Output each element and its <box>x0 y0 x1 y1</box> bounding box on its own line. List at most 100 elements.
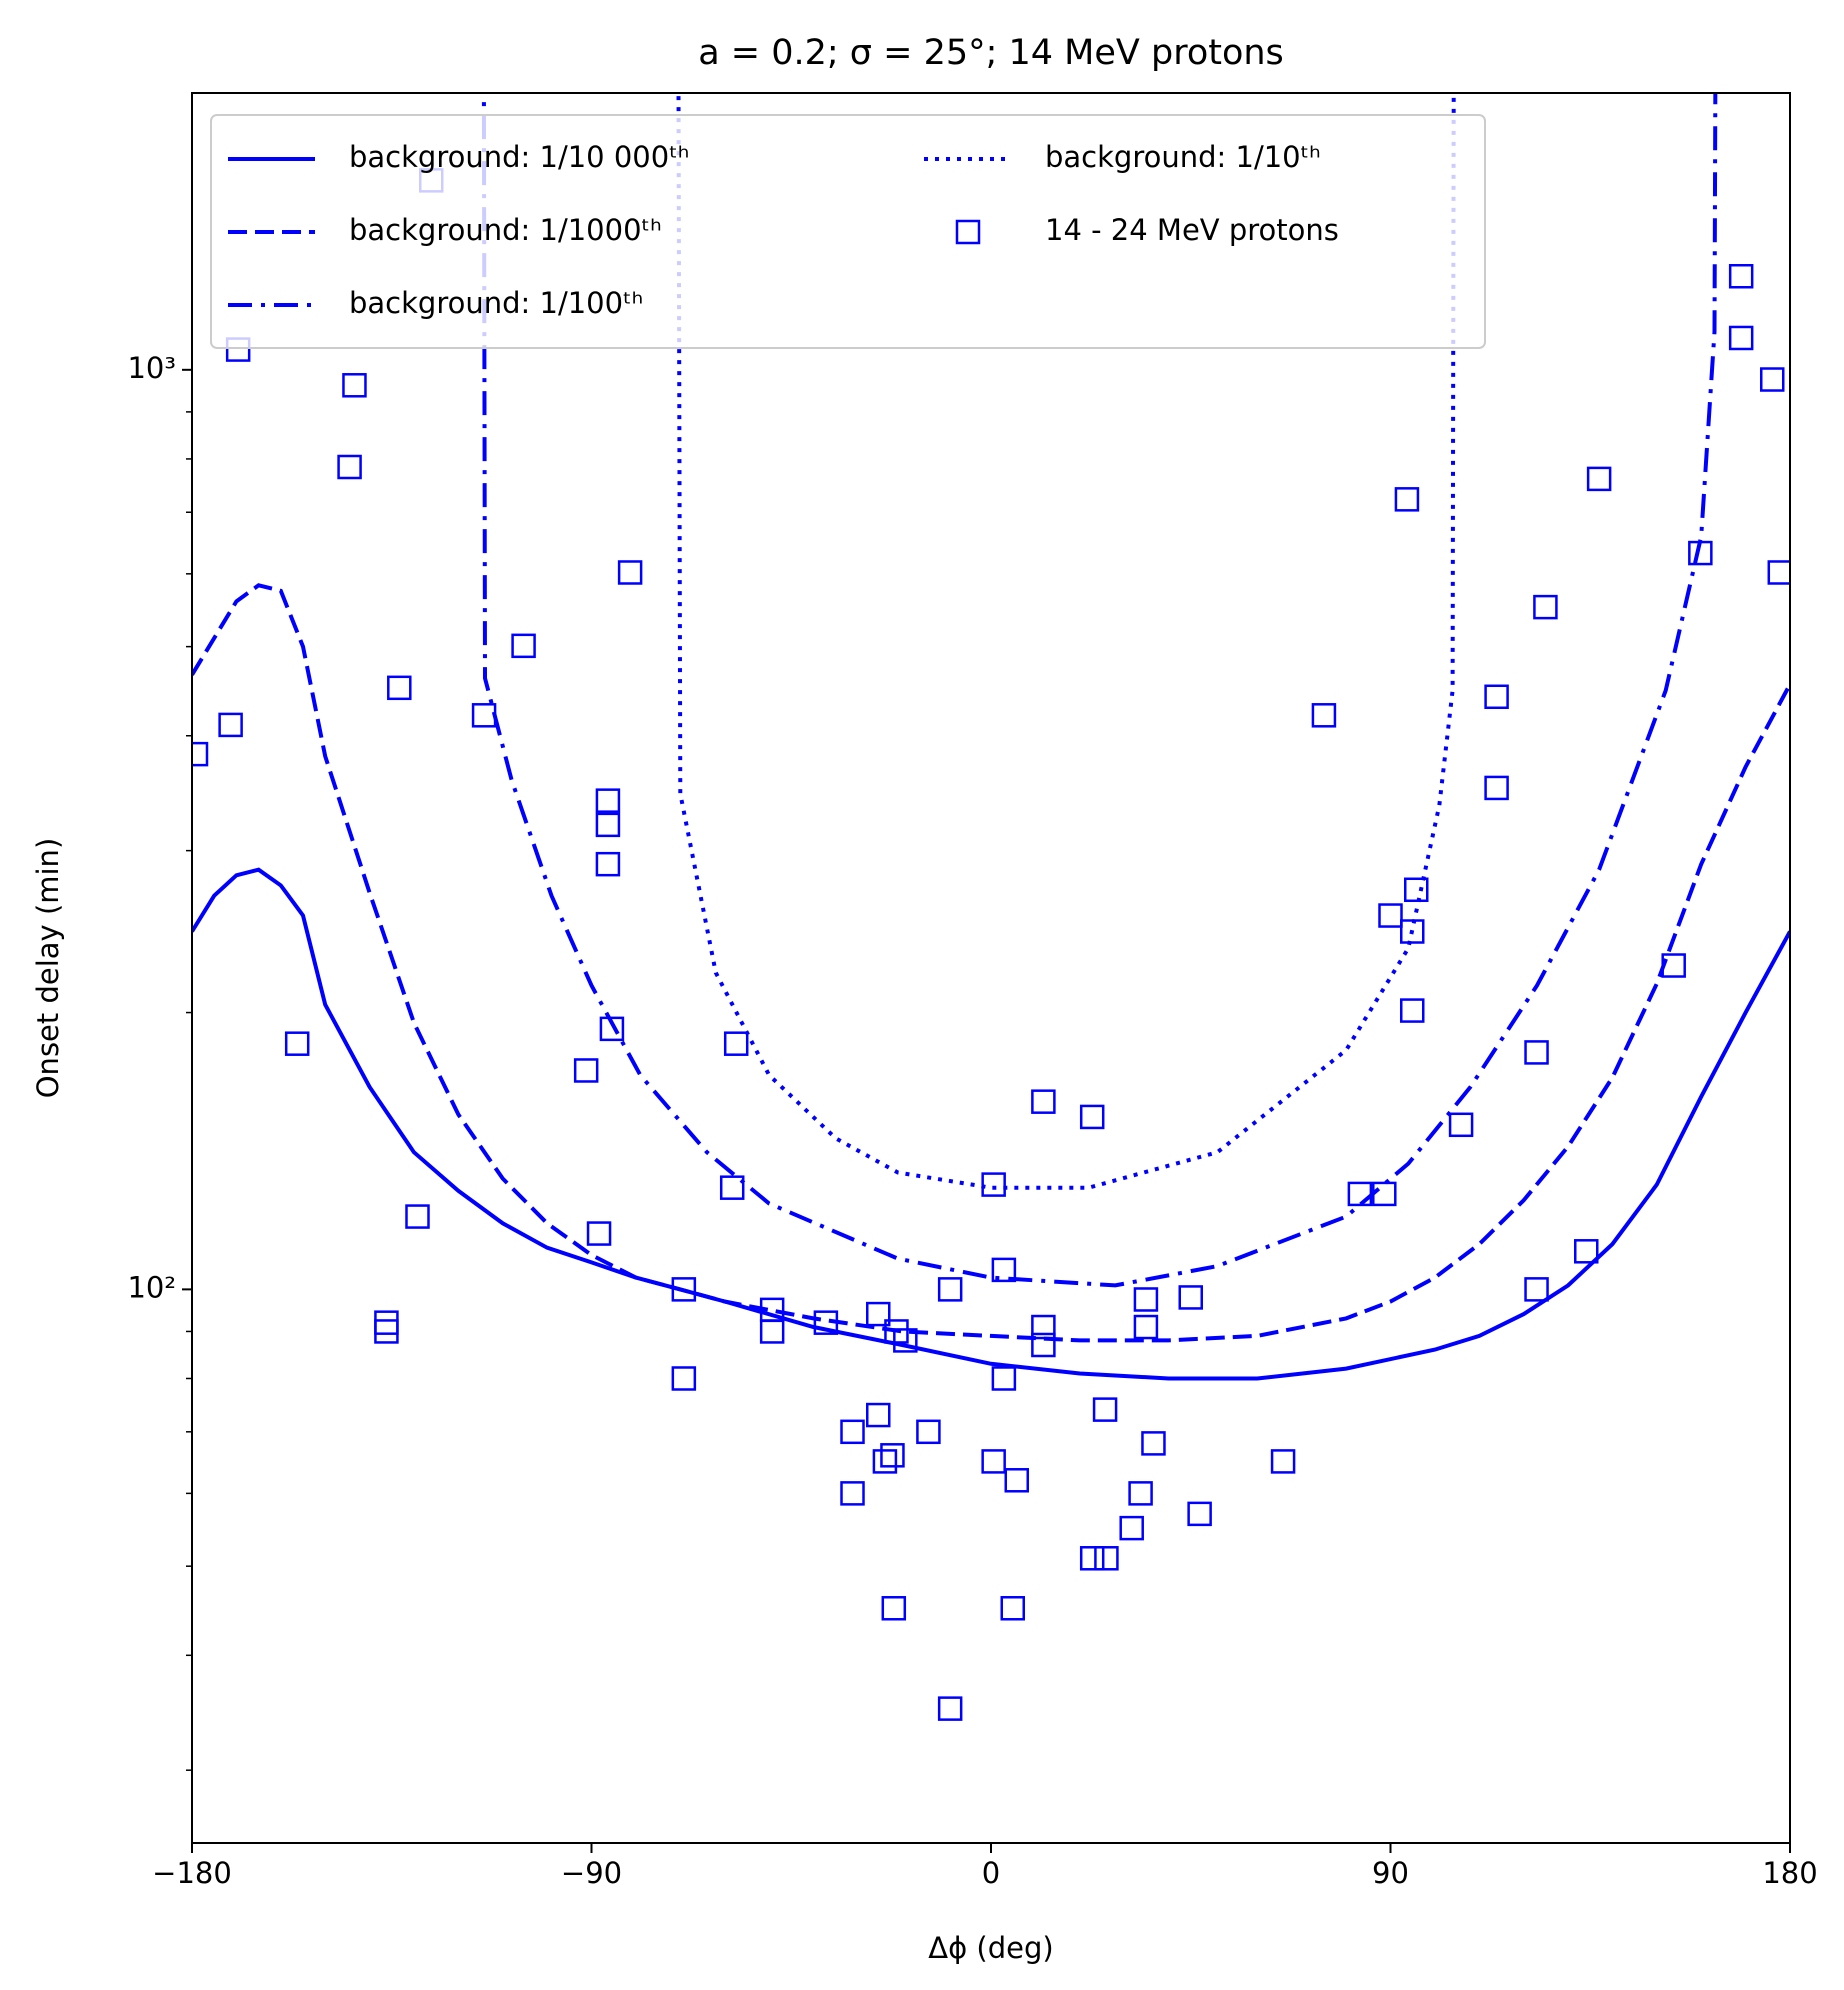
marker <box>1079 1546 1105 1571</box>
marker <box>937 1277 963 1302</box>
marker <box>374 1319 399 1344</box>
axes-frame <box>191 92 1791 1844</box>
legend-label: background: 1/10ᵗʰ <box>1045 140 1321 174</box>
marker <box>511 633 536 659</box>
marker <box>1394 487 1420 512</box>
marker <box>471 703 497 728</box>
marker <box>880 1443 905 1468</box>
legend-frame <box>210 114 1486 349</box>
marker <box>1178 1285 1203 1310</box>
marker <box>1004 1468 1029 1493</box>
legend-label: background: 1/1000ᵗʰ <box>349 213 662 247</box>
marker <box>1484 775 1509 801</box>
x-tick-label: 180 <box>1762 1856 1817 1890</box>
x-tick-label: −180 <box>152 1856 232 1890</box>
marker <box>872 1449 898 1474</box>
y-tick-label: 10³ <box>127 351 176 385</box>
line <box>481 93 1718 1288</box>
marker <box>866 1402 891 1428</box>
marker <box>719 1175 745 1200</box>
legend-label: 14 - 24 MeV protons <box>1045 213 1339 247</box>
y-axis-label: Onset delay (min) <box>31 838 65 1099</box>
marker <box>573 1058 599 1083</box>
marker <box>671 1366 697 1391</box>
marker <box>1533 594 1558 620</box>
marker <box>813 1310 839 1335</box>
marker <box>671 1277 697 1302</box>
marker <box>1403 877 1429 903</box>
marker <box>1000 1596 1026 1621</box>
marker <box>1094 1546 1119 1571</box>
marker <box>1574 1239 1599 1264</box>
marker <box>1767 560 1790 585</box>
marker <box>1661 953 1686 978</box>
marker <box>759 1319 785 1344</box>
marker <box>1728 325 1754 351</box>
marker <box>586 1221 612 1246</box>
y-tick-label: 10² <box>127 1270 176 1304</box>
marker <box>595 851 621 877</box>
marker <box>1133 1314 1159 1340</box>
marker <box>1119 1515 1144 1541</box>
marker <box>840 1481 865 1506</box>
axes: −180 −90 0 90 180 10² 10³ <box>127 351 1817 1890</box>
marker <box>937 1696 963 1721</box>
marker <box>1372 1181 1397 1207</box>
marker <box>991 1366 1017 1391</box>
marker <box>1187 1501 1212 1527</box>
marker <box>723 1031 749 1056</box>
marker <box>1688 540 1713 566</box>
line <box>192 867 1790 1381</box>
marker <box>1728 264 1754 289</box>
marker <box>916 1419 941 1445</box>
marker <box>1092 1397 1118 1422</box>
marker <box>1586 466 1612 492</box>
marker <box>1311 703 1337 728</box>
marker <box>342 373 367 398</box>
x-axis-label: Δϕ (deg) <box>928 1931 1053 1965</box>
marker <box>617 560 643 585</box>
marker <box>1031 1314 1056 1340</box>
marker <box>1759 367 1785 392</box>
marker <box>881 1596 907 1621</box>
marker <box>387 675 412 701</box>
plot-area <box>192 93 1790 1721</box>
marker <box>1270 1449 1296 1474</box>
marker <box>1484 684 1509 710</box>
marker <box>884 1319 909 1344</box>
legend-label: background: 1/10 000ᵗʰ <box>349 140 689 174</box>
marker <box>337 454 362 480</box>
marker <box>1031 1332 1056 1358</box>
marker <box>218 712 243 738</box>
x-tick-label: −90 <box>561 1856 622 1890</box>
marker <box>1448 1112 1474 1138</box>
x-tick-label: 0 <box>982 1856 1000 1890</box>
marker <box>1400 919 1425 944</box>
marker <box>1133 1287 1159 1312</box>
marker <box>1524 1277 1549 1302</box>
marker <box>405 1204 430 1229</box>
marker <box>284 1031 310 1056</box>
marker <box>1128 1481 1153 1506</box>
marker <box>893 1328 918 1353</box>
legend-label: background: 1/100ᵗʰ <box>349 286 643 320</box>
marker <box>981 1172 1006 1197</box>
marker <box>1141 1431 1166 1456</box>
marker <box>1524 1040 1549 1065</box>
marker <box>991 1257 1017 1283</box>
marker <box>595 788 621 813</box>
marker <box>1347 1181 1373 1207</box>
legend: background: 1/10 000ᵗʰ background: 1/1000… <box>210 114 1486 349</box>
marker <box>1031 1089 1056 1114</box>
x-tick-label: 90 <box>1372 1856 1409 1890</box>
marker <box>981 1449 1006 1474</box>
chart-title: a = 0.2; σ = 25°; 14 MeV protons <box>698 33 1284 73</box>
line <box>192 583 1790 1343</box>
marker <box>1079 1104 1105 1130</box>
legend-marker <box>955 219 981 245</box>
marker <box>599 1016 625 1042</box>
marker <box>192 741 209 767</box>
marker <box>840 1419 865 1445</box>
line <box>676 93 1456 1190</box>
